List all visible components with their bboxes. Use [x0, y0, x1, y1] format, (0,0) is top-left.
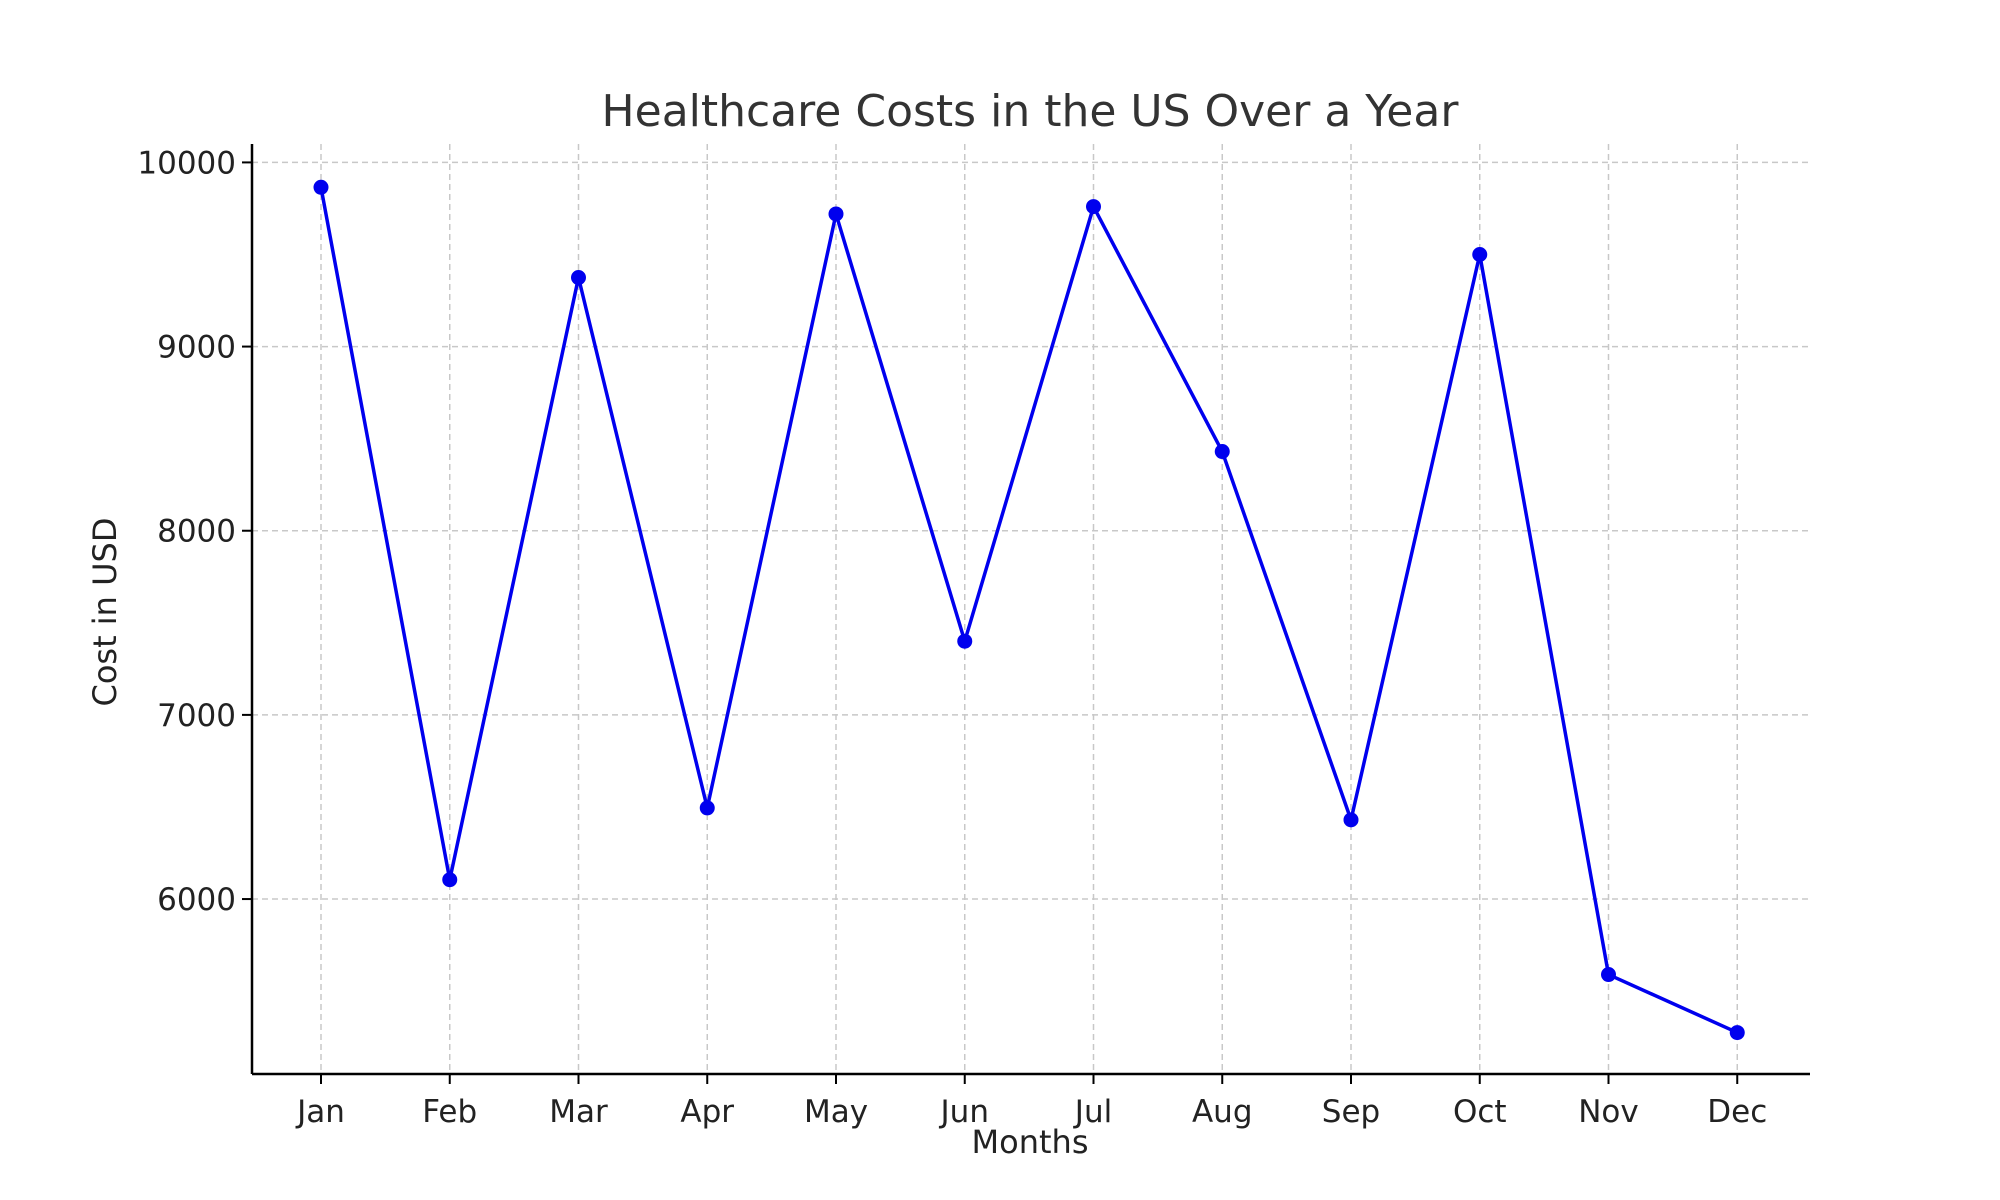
data-point-mar: [571, 270, 586, 286]
x-tick-label-dec: Dec: [1707, 1094, 1767, 1130]
y-tick-label-9000: 9000: [157, 330, 236, 366]
series-layer: [313, 179, 1745, 1041]
x-tick-label-mar: Mar: [549, 1094, 608, 1130]
x-tick-label-oct: Oct: [1453, 1094, 1507, 1130]
data-point-jun: [957, 633, 973, 649]
y-tick-label-8000: 8000: [157, 514, 236, 550]
x-tick-label-aug: Aug: [1192, 1094, 1253, 1130]
y-tick-label-10000: 10000: [137, 145, 236, 181]
x-axis-title: Months: [972, 1123, 1089, 1161]
data-point-sep: [1343, 812, 1359, 828]
data-point-may: [828, 206, 844, 222]
y-axis-title: Cost in USD: [86, 517, 124, 706]
data-point-nov: [1601, 967, 1616, 983]
x-tick-label-sep: Sep: [1322, 1094, 1380, 1130]
data-point-jan: [313, 179, 329, 195]
x-tick-label-may: May: [804, 1094, 868, 1130]
x-tick-label-jan: Jan: [295, 1094, 345, 1130]
y-tick-label-6000: 6000: [157, 882, 236, 918]
x-tick-label-nov: Nov: [1578, 1094, 1639, 1130]
data-point-apr: [699, 800, 715, 816]
data-point-jul: [1086, 199, 1101, 215]
grid: [252, 144, 1810, 1074]
x-tick-label-jul: Jul: [1073, 1094, 1112, 1130]
axes: Jan Feb Mar Apr May Jun Jul Aug Sep Oct Nov Dec 6000…: [137, 144, 1810, 1130]
data-point-dec: [1729, 1025, 1745, 1041]
x-tick-label-feb: Feb: [422, 1094, 477, 1130]
chart-title: Healthcare Costs in the US Over a Year: [602, 86, 1460, 137]
y-tick-label-7000: 7000: [157, 698, 236, 734]
x-tick-label-jun: Jun: [939, 1094, 989, 1130]
series-line: [319, 186, 1738, 1035]
data-point-feb: [442, 872, 458, 888]
data-point-aug: [1214, 444, 1230, 460]
x-tick-label-apr: Apr: [680, 1094, 734, 1130]
data-point-oct: [1472, 246, 1488, 262]
